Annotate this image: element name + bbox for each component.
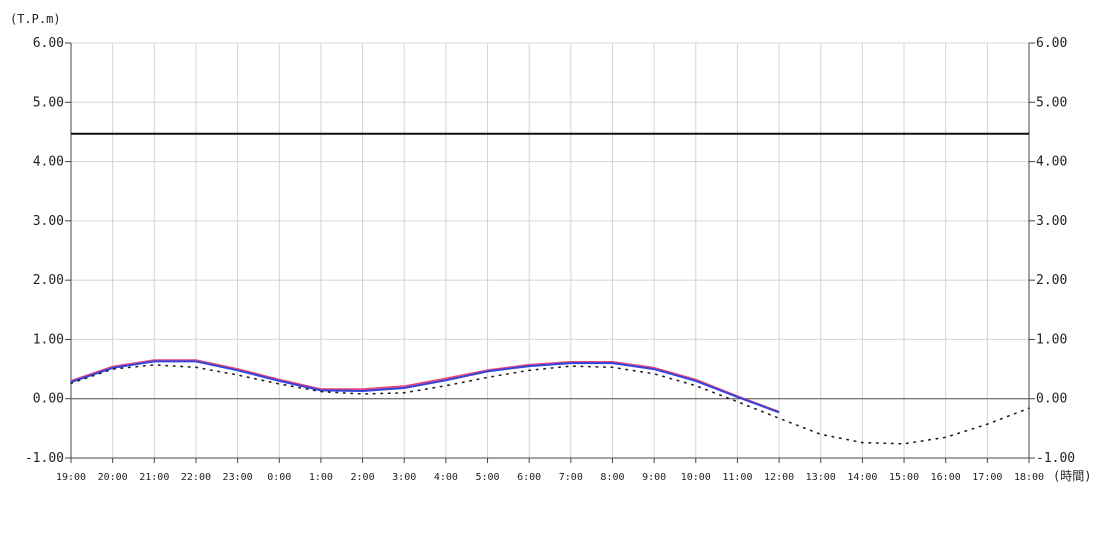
x-tick-label: 18:00 (1014, 472, 1044, 483)
y-tick-label-left: 4.00 (33, 155, 64, 170)
y-tick-label-left: 1.00 (33, 332, 64, 347)
x-tick-label: 13:00 (806, 472, 836, 483)
x-tick-label: 19:00 (56, 472, 86, 483)
x-tick-label: 22:00 (181, 472, 211, 483)
y-tick-label-right: -1.00 (1036, 451, 1075, 466)
series-line-1 (70, 359, 780, 413)
x-tick-label: 17:00 (972, 472, 1002, 483)
x-tick-label: 7:00 (559, 472, 583, 483)
x-tick-label: 11:00 (722, 472, 752, 483)
x-tick-label: 10:00 (681, 472, 711, 483)
grid (70, 42, 1030, 459)
y-tick-label-right: 0.00 (1036, 392, 1067, 407)
axes (65, 42, 1035, 463)
x-tick-label: 3:00 (392, 472, 416, 483)
x-tick-label: 16:00 (931, 472, 961, 483)
x-tick-label: 6:00 (517, 472, 541, 483)
x-tick-label: 2:00 (351, 472, 375, 483)
x-tick-label: 23:00 (223, 472, 253, 483)
x-unit-label: (時間) (1053, 469, 1091, 483)
x-tick-label: 0:00 (267, 472, 291, 483)
y-tick-label-left: 6.00 (33, 36, 64, 51)
x-tick-label: 15:00 (889, 472, 919, 483)
y-tick-label-right: 6.00 (1036, 36, 1067, 51)
x-tick-label: 8:00 (600, 472, 624, 483)
series-line-2 (70, 360, 780, 414)
y-tick-label-right: 5.00 (1036, 95, 1067, 110)
y-tick-label-right: 3.00 (1036, 214, 1067, 229)
x-tick-label: 21:00 (139, 472, 169, 483)
y-tick-label-left: -1.00 (25, 451, 64, 466)
x-tick-label: 14:00 (847, 472, 877, 483)
x-tick-label: 5:00 (475, 472, 499, 483)
x-tick-label: 9:00 (642, 472, 666, 483)
y-tick-label-left: 2.00 (33, 273, 64, 288)
y-tick-label-right: 2.00 (1036, 273, 1067, 288)
x-tick-label: 4:00 (434, 472, 458, 483)
y-tick-label-right: 1.00 (1036, 332, 1067, 347)
y-tick-label-right: 4.00 (1036, 155, 1067, 170)
x-tick-label: 1:00 (309, 472, 333, 483)
y-tick-label-left: 5.00 (33, 95, 64, 110)
y-unit-label: (T.P.m) (10, 12, 61, 26)
x-tick-label: 12:00 (764, 472, 794, 483)
x-tick-label: 20:00 (98, 472, 128, 483)
y-tick-label-left: 0.00 (33, 392, 64, 407)
y-tick-label-left: 3.00 (33, 214, 64, 229)
series-line-3 (70, 364, 1030, 445)
series-group (70, 359, 1030, 445)
labels: 6.00 6.00 5.00 5.00 4.00 4.00 3.00 3.00 2.00 2.00… (10, 12, 1091, 483)
